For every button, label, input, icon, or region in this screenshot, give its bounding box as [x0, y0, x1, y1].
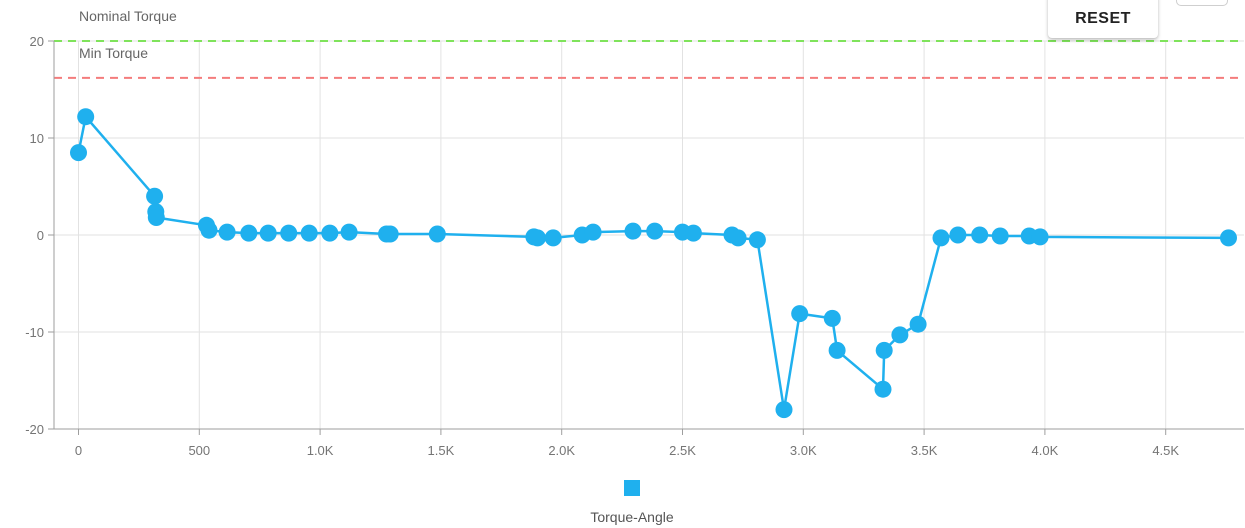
data-point — [428, 225, 446, 243]
x-tick-label: 1.0K — [307, 443, 334, 458]
data-point — [147, 209, 165, 226]
nominal-torque-label: Nominal Torque — [79, 8, 177, 24]
data-point — [991, 227, 1009, 245]
reference-lines: Nominal Torque Min Torque — [54, 8, 1244, 79]
min-torque-label: Min Torque — [79, 45, 148, 61]
y-tick-label: -10 — [25, 325, 44, 340]
data-point — [1031, 228, 1049, 246]
x-tick-label: 3.5K — [911, 443, 938, 458]
data-point — [949, 226, 967, 244]
data-point — [300, 224, 318, 242]
data-point — [240, 224, 258, 242]
x-tick-label: 1.5K — [428, 443, 455, 458]
data-point — [791, 305, 809, 323]
legend-swatch — [624, 480, 640, 496]
data-point — [909, 315, 927, 333]
y-tick-label: 10 — [30, 131, 44, 146]
x-tick-label: 3.0K — [790, 443, 817, 458]
series-line — [77, 115, 1229, 411]
data-point — [146, 187, 164, 205]
data-point — [823, 309, 841, 327]
data-point — [874, 380, 892, 398]
data-point — [77, 108, 95, 126]
data-point — [875, 341, 893, 359]
x-tick-label: 2.5K — [669, 443, 696, 458]
y-tick-label: 20 — [30, 34, 44, 49]
legend-label: Torque-Angle — [590, 509, 673, 525]
data-point — [584, 223, 602, 241]
data-point — [259, 224, 277, 242]
data-point — [70, 144, 87, 162]
x-tick-label: 0 — [75, 443, 82, 458]
data-point — [775, 401, 793, 419]
chart-options-button[interactable] — [1176, 0, 1228, 6]
data-point — [321, 224, 339, 242]
y-tick-label: 0 — [37, 228, 44, 243]
x-tick-label: 500 — [188, 443, 210, 458]
data-point — [729, 229, 747, 247]
data-point — [646, 222, 664, 240]
data-point — [200, 221, 218, 239]
data-point — [529, 229, 546, 247]
data-point — [340, 223, 358, 241]
data-point — [932, 229, 950, 247]
data-point — [381, 225, 399, 243]
data-point — [1220, 229, 1237, 247]
x-tick-label: 4.5K — [1152, 443, 1179, 458]
reset-zoom-button[interactable]: RESET — [1048, 0, 1158, 38]
x-tick-label: 4.0K — [1032, 443, 1059, 458]
axes: 0 500 1.0K 1.5K 2.0K 2.5K 3.0K 3.5K 4.0K 4.5K 20 10… — [25, 34, 1244, 458]
y-tick-label: -20 — [25, 422, 44, 437]
data-point — [828, 341, 846, 359]
data-point — [748, 231, 766, 249]
data-point — [544, 229, 562, 247]
series-torque-angle — [70, 108, 1237, 419]
data-point — [684, 224, 702, 242]
data-point — [971, 226, 989, 244]
data-point — [624, 222, 642, 240]
legend: Torque-Angle — [590, 480, 674, 525]
data-point — [218, 223, 236, 241]
x-tick-label: 2.0K — [548, 443, 575, 458]
data-point — [891, 326, 909, 344]
data-point — [280, 224, 298, 242]
